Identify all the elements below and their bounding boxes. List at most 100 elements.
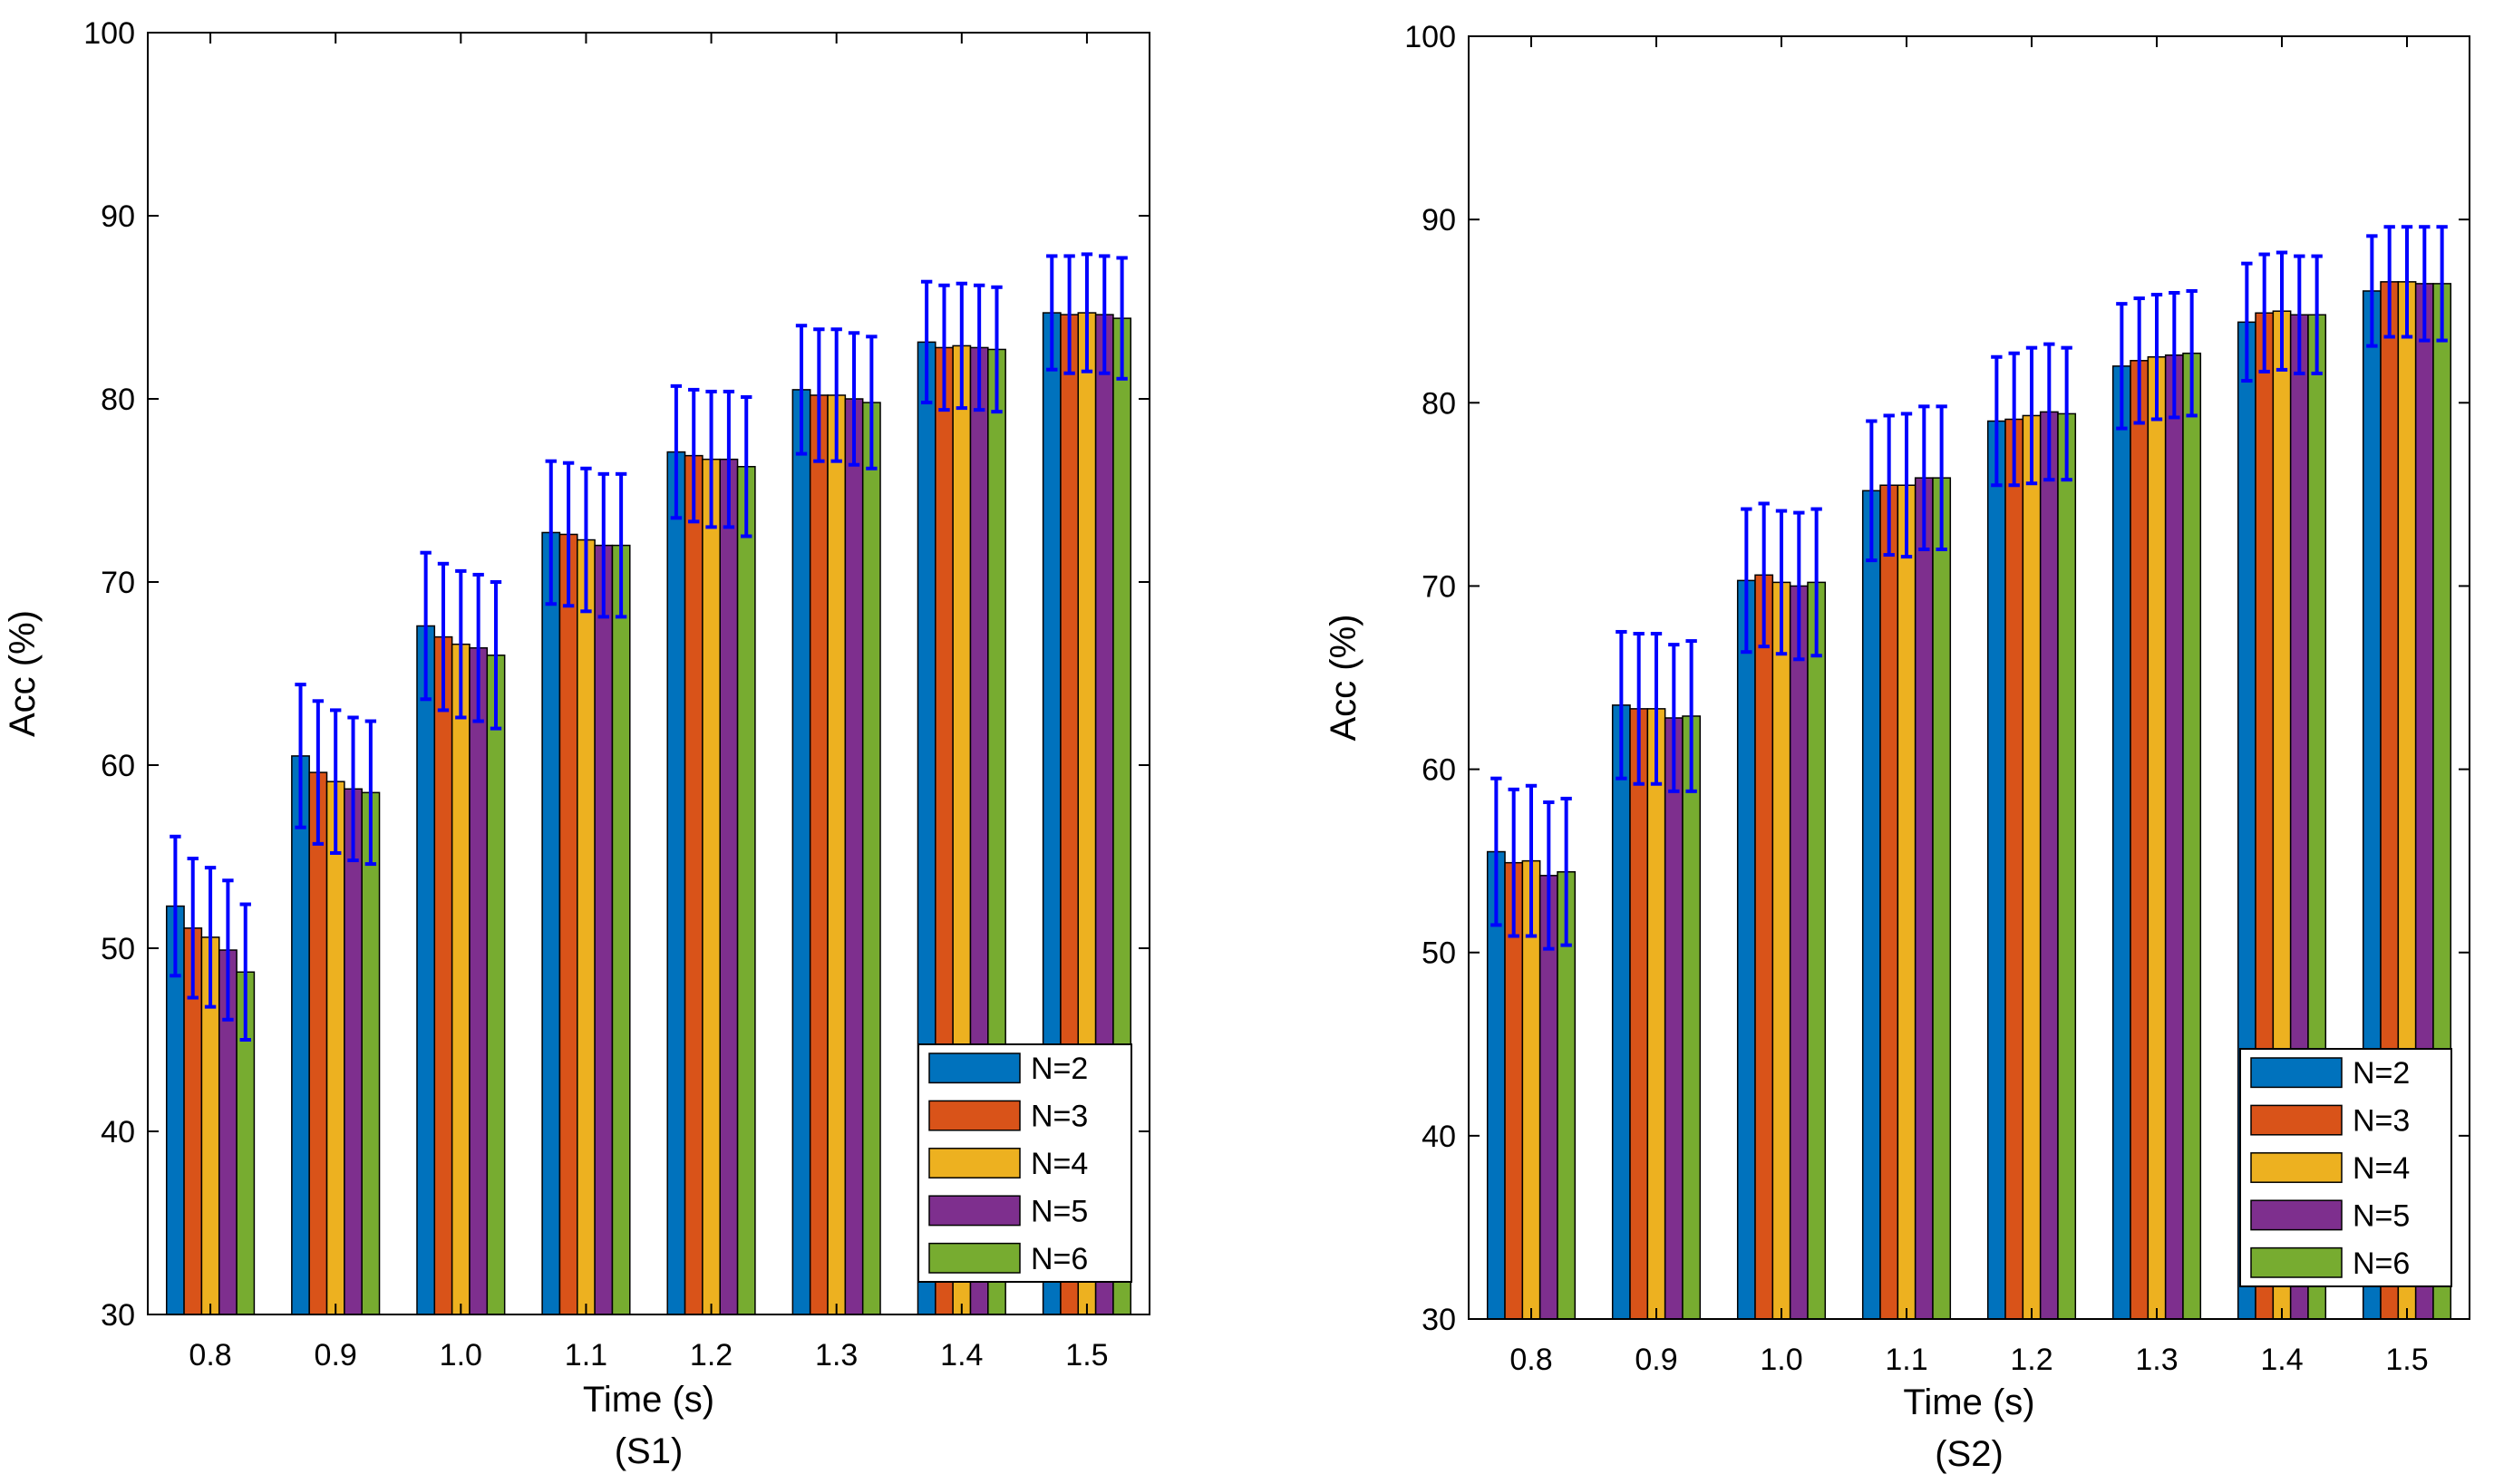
legend-label: N=5 (1031, 1194, 1088, 1228)
legend-label: N=2 (2353, 1056, 2410, 1091)
bar (2130, 360, 2149, 1320)
error-bar (1616, 629, 1627, 781)
error-bar (956, 281, 968, 411)
x-tick-label: 1.4 (2260, 1343, 2303, 1377)
x-tick-label: 1.1 (1885, 1343, 1927, 1377)
error-bar (222, 878, 234, 1022)
error-bar (741, 394, 752, 538)
bar (1986, 420, 2006, 1320)
y-tick-label: 40 (1422, 1120, 1456, 1154)
legend-swatch (928, 1148, 1021, 1178)
y-tick-label: 70 (101, 566, 135, 600)
error-bar (1866, 419, 1878, 563)
bar (451, 643, 471, 1315)
bar (541, 531, 561, 1315)
error-bar (1081, 252, 1093, 373)
bar (1914, 477, 1934, 1320)
x-tick-label: 0.9 (1635, 1343, 1677, 1377)
y-tick-label: 90 (1422, 203, 1456, 238)
error-bar (615, 471, 627, 619)
error-bar (1793, 510, 1805, 662)
bar (486, 655, 506, 1315)
legend-label: N=6 (2353, 1246, 2410, 1281)
bar (2147, 356, 2167, 1320)
error-bar (795, 324, 808, 456)
error-bar (723, 389, 735, 529)
error-bar (364, 719, 377, 867)
bar (1754, 574, 1774, 1320)
legend-swatch (2250, 1152, 2343, 1183)
error-bar (1810, 507, 1822, 658)
x-tick-label: 1.0 (440, 1338, 482, 1372)
y-tick-label: 100 (83, 16, 135, 51)
chart-panel-s1: 30 40 50 60 70 80 90 100 0.8 0.9 1.0 1.1 1.2 1.3 1.4 1.… (3, 16, 1150, 1471)
y-axis-label: Acc (%) (3, 610, 43, 737)
error-bar (329, 708, 342, 855)
legend-label: N=4 (1031, 1147, 1088, 1181)
bar (1861, 490, 1881, 1320)
x-tick-label: 1.3 (2135, 1343, 2178, 1377)
x-tick-label: 0.8 (1509, 1343, 1552, 1377)
bar (577, 538, 596, 1315)
error-bar (2241, 261, 2253, 383)
error-bar (1900, 412, 1913, 559)
bar (2039, 411, 2059, 1320)
x-tick-label: 1.4 (940, 1338, 983, 1372)
error-bar (2258, 252, 2270, 373)
bar (861, 402, 881, 1315)
bar (666, 451, 686, 1315)
bar (844, 398, 864, 1315)
bar (1736, 579, 1756, 1320)
error-bar (187, 857, 199, 1000)
error-bar (1775, 509, 1788, 656)
error-bar (670, 383, 683, 520)
error-bar (490, 580, 502, 731)
x-axis-label: Time (s) (1903, 1382, 2034, 1422)
y-tick-label: 60 (101, 749, 135, 783)
error-bar (2294, 254, 2305, 375)
bar (1789, 585, 1809, 1320)
error-bar (1741, 507, 1752, 655)
error-bar (1099, 254, 1111, 375)
error-bar (1685, 639, 1697, 793)
bar (1897, 484, 1917, 1320)
legend-swatch (2250, 1104, 2343, 1136)
legend: N=2 N=3 N=4 N=5 N=6 (2239, 1048, 2452, 1287)
error-bar (597, 471, 609, 619)
bar (827, 394, 847, 1315)
legend-swatch (928, 1195, 1021, 1227)
bar (719, 458, 739, 1315)
error-bar (455, 568, 467, 720)
y-tick-label: 80 (1422, 386, 1456, 421)
bar (1932, 477, 1952, 1320)
x-tick-label: 0.9 (315, 1338, 357, 1372)
bar (1771, 581, 1791, 1320)
bar (469, 646, 489, 1315)
y-axis-label: Acc (%) (1324, 615, 1363, 742)
error-bar (1116, 256, 1128, 381)
error-bar (1918, 404, 1930, 551)
bar (558, 533, 578, 1315)
error-bar (295, 683, 306, 829)
bar (1664, 717, 1684, 1320)
x-tick-label: 1.5 (1065, 1338, 1108, 1372)
error-bar (866, 335, 878, 470)
x-tick-label: 1.2 (2010, 1343, 2052, 1377)
bar (2057, 412, 2077, 1320)
error-bar (2043, 342, 2055, 482)
error-bar (1650, 631, 1663, 786)
legend-swatch (2250, 1057, 2343, 1089)
error-bar (2025, 345, 2038, 486)
bar (291, 755, 310, 1315)
x-tick-label: 1.3 (815, 1338, 858, 1372)
bar (684, 454, 704, 1315)
error-bar (562, 461, 575, 608)
bar (809, 394, 829, 1315)
bar (1646, 708, 1666, 1320)
error-bar (1490, 776, 1502, 927)
y-tick-label: 80 (101, 383, 135, 417)
error-bar (312, 699, 325, 846)
bar (736, 465, 756, 1315)
error-bar (545, 459, 557, 606)
bar (2111, 365, 2131, 1320)
